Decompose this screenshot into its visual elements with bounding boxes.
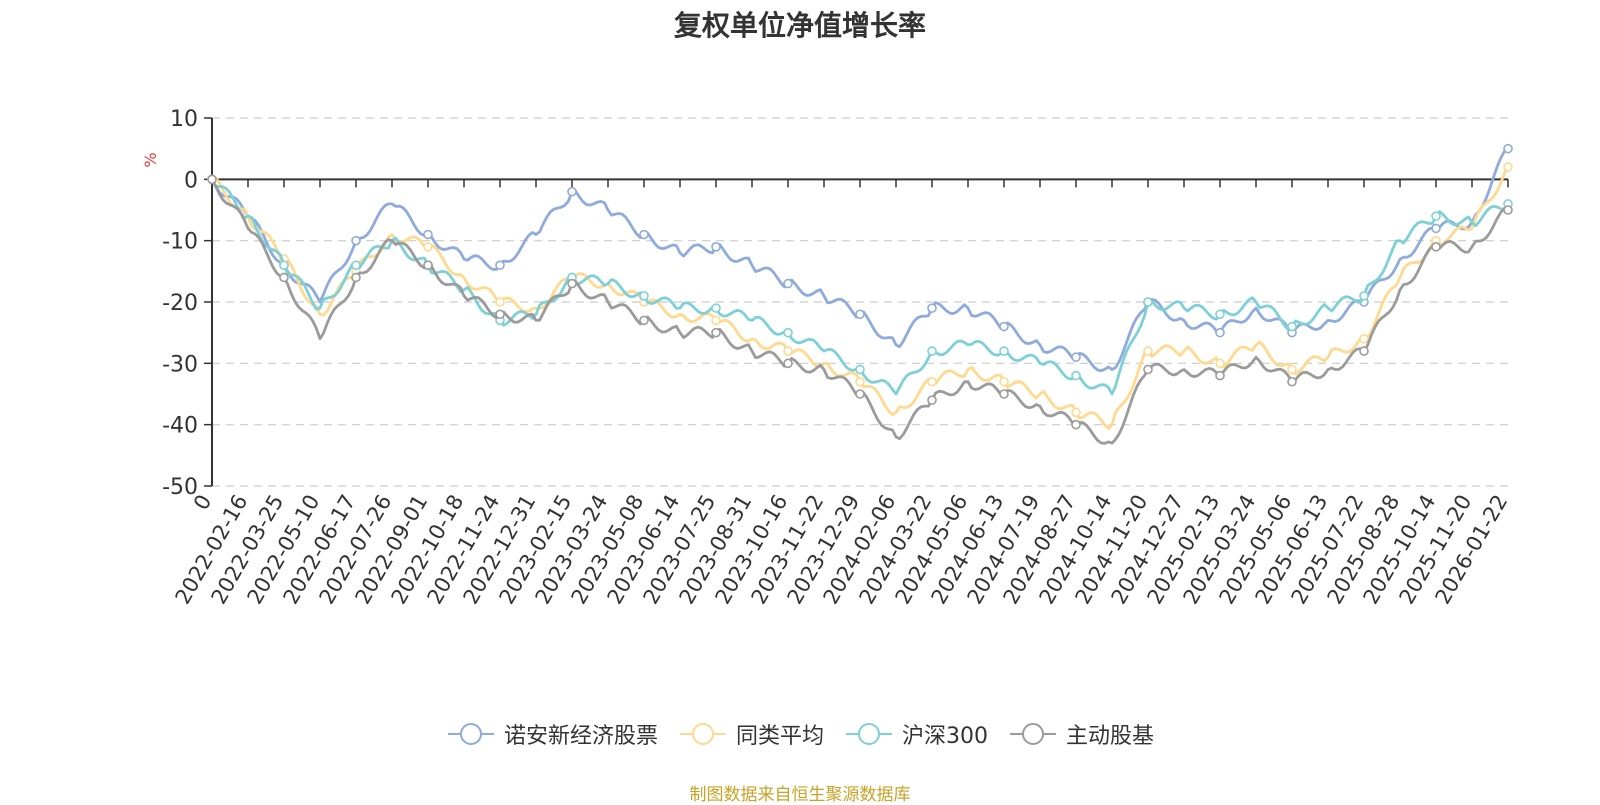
data-point	[567, 278, 577, 289]
y-tick-label: 0	[184, 168, 198, 193]
data-point	[1287, 364, 1297, 375]
data-point	[423, 260, 433, 271]
data-point	[1143, 346, 1153, 356]
data-point	[567, 186, 577, 197]
data-point	[711, 327, 721, 338]
data-point	[1143, 364, 1153, 375]
data-point	[423, 229, 433, 240]
data-point	[351, 260, 361, 271]
data-point	[1503, 162, 1513, 172]
data-point	[495, 309, 505, 320]
data-point	[351, 235, 361, 246]
data-point	[855, 389, 865, 399]
data-point	[1503, 205, 1513, 215]
legend-label: 诺安新经济股票	[503, 724, 658, 749]
y-tick-label: -10	[162, 230, 198, 255]
data-point	[1215, 358, 1225, 369]
data-point	[1359, 333, 1369, 344]
footer-source: 制图数据来自恒生聚源数据库	[689, 785, 911, 805]
data-point	[639, 315, 649, 326]
data-point	[711, 315, 721, 326]
data-point	[495, 260, 505, 271]
data-point	[1071, 419, 1081, 430]
data-point	[279, 260, 289, 271]
legend-item-2[interactable]: 同类平均	[678, 718, 824, 750]
data-point	[1287, 321, 1297, 332]
data-point	[783, 327, 793, 338]
data-point	[207, 174, 217, 185]
data-point	[495, 297, 505, 307]
data-point	[1431, 242, 1441, 252]
data-point	[999, 389, 1009, 399]
legend-swatch-icon	[1010, 723, 1056, 745]
data-point	[423, 242, 433, 252]
data-point	[999, 376, 1009, 387]
x-tick-label: 0	[189, 491, 216, 515]
data-point	[927, 395, 937, 405]
data-point	[639, 229, 649, 240]
data-point	[783, 346, 793, 356]
series-group	[207, 143, 1513, 445]
data-point	[855, 309, 865, 320]
data-point	[1431, 211, 1441, 221]
legend-item-1[interactable]: 诺安新经济股票	[446, 718, 658, 750]
data-point	[927, 376, 937, 387]
legend-label: 主动股基	[1066, 724, 1155, 749]
data-point	[999, 321, 1009, 332]
data-point	[1071, 370, 1081, 381]
data-point	[1503, 143, 1513, 154]
y-axis-label: %	[141, 152, 160, 167]
data-point	[1071, 407, 1081, 418]
data-point	[927, 303, 937, 313]
legend-swatch-icon	[447, 723, 494, 745]
data-point	[351, 272, 361, 283]
data-point	[711, 303, 721, 313]
legend: 诺安新经济股票 同类平均 沪深300 主动股基	[0, 718, 1600, 750]
data-point	[1215, 370, 1225, 381]
legend-swatch-icon	[679, 723, 726, 745]
data-point	[1071, 352, 1081, 363]
legend-label: 沪深300	[902, 724, 988, 749]
data-point	[1215, 309, 1225, 320]
y-tick-label: -30	[162, 352, 198, 377]
y-tick-label: -20	[162, 291, 198, 316]
data-point	[1215, 327, 1225, 338]
data-point	[639, 291, 649, 301]
legend-label: 同类平均	[735, 724, 824, 749]
y-tick-label: -40	[162, 414, 198, 439]
legend-swatch-icon	[846, 723, 892, 745]
data-point	[1287, 376, 1297, 387]
legend-item-3[interactable]: 沪深300	[844, 718, 988, 750]
data-point	[783, 278, 793, 289]
data-point	[1143, 297, 1153, 307]
legend-item-4[interactable]: 主动股基	[1008, 718, 1154, 750]
data-point	[711, 242, 721, 252]
data-point	[1359, 291, 1369, 301]
data-point	[1359, 346, 1369, 356]
data-point	[927, 346, 937, 356]
y-tick-label: -50	[162, 475, 198, 500]
chart-title: 复权单位净值增长率	[673, 9, 926, 42]
data-point	[783, 358, 793, 369]
y-tick-label: 10	[170, 107, 198, 132]
data-point	[279, 272, 289, 283]
data-point	[1431, 223, 1441, 234]
data-point	[855, 364, 865, 375]
data-point	[999, 346, 1009, 356]
data-point	[855, 376, 865, 387]
